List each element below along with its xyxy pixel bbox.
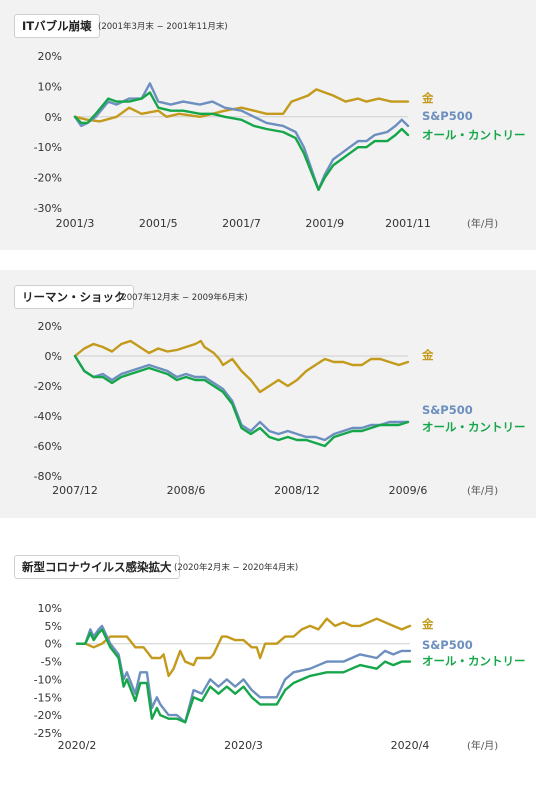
chart-period: (2001年3月末 − 2001年11月末) [98, 22, 228, 32]
series-line-allcountry [73, 91, 410, 192]
panel-bg-2 [0, 270, 536, 518]
series-label-sp500: S&P500 [422, 403, 473, 417]
y-tick-label: -20% [34, 709, 62, 722]
x-tick-label: 2008/6 [167, 484, 206, 497]
x-unit-label: (年/月) [467, 484, 498, 497]
chart-panel-covid: 新型コロナウイルス感染拡大 (2020年2月末 − 2020年4月末) 10% 5… [0, 540, 536, 790]
series-line-allcountry [73, 354, 410, 448]
x-tick-label: 2001/11 [385, 217, 431, 230]
x-unit-label: (年/月) [467, 217, 498, 230]
y-tick-label: 10% [38, 602, 62, 615]
x-tick-label: 2001/3 [56, 217, 95, 230]
series-line-gold [75, 617, 412, 678]
series-label-allcountry: オール・カントリー [422, 654, 526, 668]
chart-title: リーマン・ショック [14, 285, 134, 309]
y-tick-label: 0% [45, 350, 62, 363]
series-line-sp500 [75, 624, 412, 724]
x-tick-label: 2020/4 [391, 739, 430, 752]
chart-panel-it-bubble: ITバブル崩壊 (2001年3月末 − 2001年11月末) 20% 10% 0% -… [0, 0, 536, 250]
series-line-gold [73, 88, 410, 123]
chart-period: (2020年2月末 − 2020年4月末) [174, 563, 299, 573]
panel-bg-1 [0, 0, 536, 250]
y-tick-label: -10% [34, 141, 62, 154]
x-tick-label: 2001/5 [139, 217, 178, 230]
series-label-sp500: S&P500 [422, 638, 473, 652]
chart-it-bubble: 20% 10% 0% -10% -20% -30% 2001/3 2001/5 2001/7 20… [34, 50, 526, 230]
y-tick-label: -20% [34, 172, 62, 185]
y-tick-label: -10% [34, 673, 62, 686]
x-tick-label: 2009/6 [389, 484, 428, 497]
chart-title: 新型コロナウイルス感染拡大 [14, 555, 180, 579]
x-tick-label: 2001/9 [305, 217, 344, 230]
x-tick-label: 2008/12 [274, 484, 320, 497]
x-tick-label: 2007/12 [52, 484, 98, 497]
y-tick-label: -40% [34, 410, 62, 423]
y-tick-label: 20% [38, 50, 62, 63]
series-line-allcountry [75, 628, 412, 724]
series-label-gold: 金 [421, 91, 434, 105]
y-tick-label: -25% [34, 727, 62, 740]
x-unit-label: (年/月) [467, 739, 498, 752]
y-tick-label: -15% [34, 691, 62, 704]
series-label-allcountry: オール・カントリー [422, 420, 526, 434]
y-tick-label: 10% [38, 80, 62, 93]
series-label-allcountry: オール・カントリー [422, 128, 526, 142]
x-tick-label: 2020/2 [58, 739, 97, 752]
y-tick-label: -30% [34, 202, 62, 215]
y-tick-label: -5% [41, 656, 62, 669]
y-tick-label: -60% [34, 440, 62, 453]
series-label-gold: 金 [421, 617, 434, 631]
y-tick-label: 0% [45, 111, 62, 124]
series-label-gold: 金 [421, 348, 434, 362]
y-tick-label: 0% [45, 638, 62, 651]
series-label-sp500: S&P500 [422, 109, 473, 123]
chart-panel-lehman: リーマン・ショック (2007年12月末 − 2009年6月末) 20% 0% -2… [0, 270, 536, 518]
series-line-gold [73, 339, 410, 394]
y-tick-label: -80% [34, 470, 62, 483]
chart-lehman: 20% 0% -20% -40% -60% -80%2007/12 2008/6 2008/1… [34, 320, 526, 497]
x-tick-label: 2020/3 [224, 739, 263, 752]
y-tick-label: 20% [38, 320, 62, 333]
chart-period: (2007年12月末 − 2009年6月末) [118, 293, 248, 303]
y-tick-label: -20% [34, 380, 62, 393]
y-tick-label: 5% [45, 620, 62, 633]
chart-covid: 10% 5% 0% -5% -10% -15% -20% -25%2020/2 2020/3 20… [34, 602, 526, 752]
chart-title: ITバブル崩壊 [14, 14, 100, 38]
x-tick-label: 2001/7 [222, 217, 261, 230]
